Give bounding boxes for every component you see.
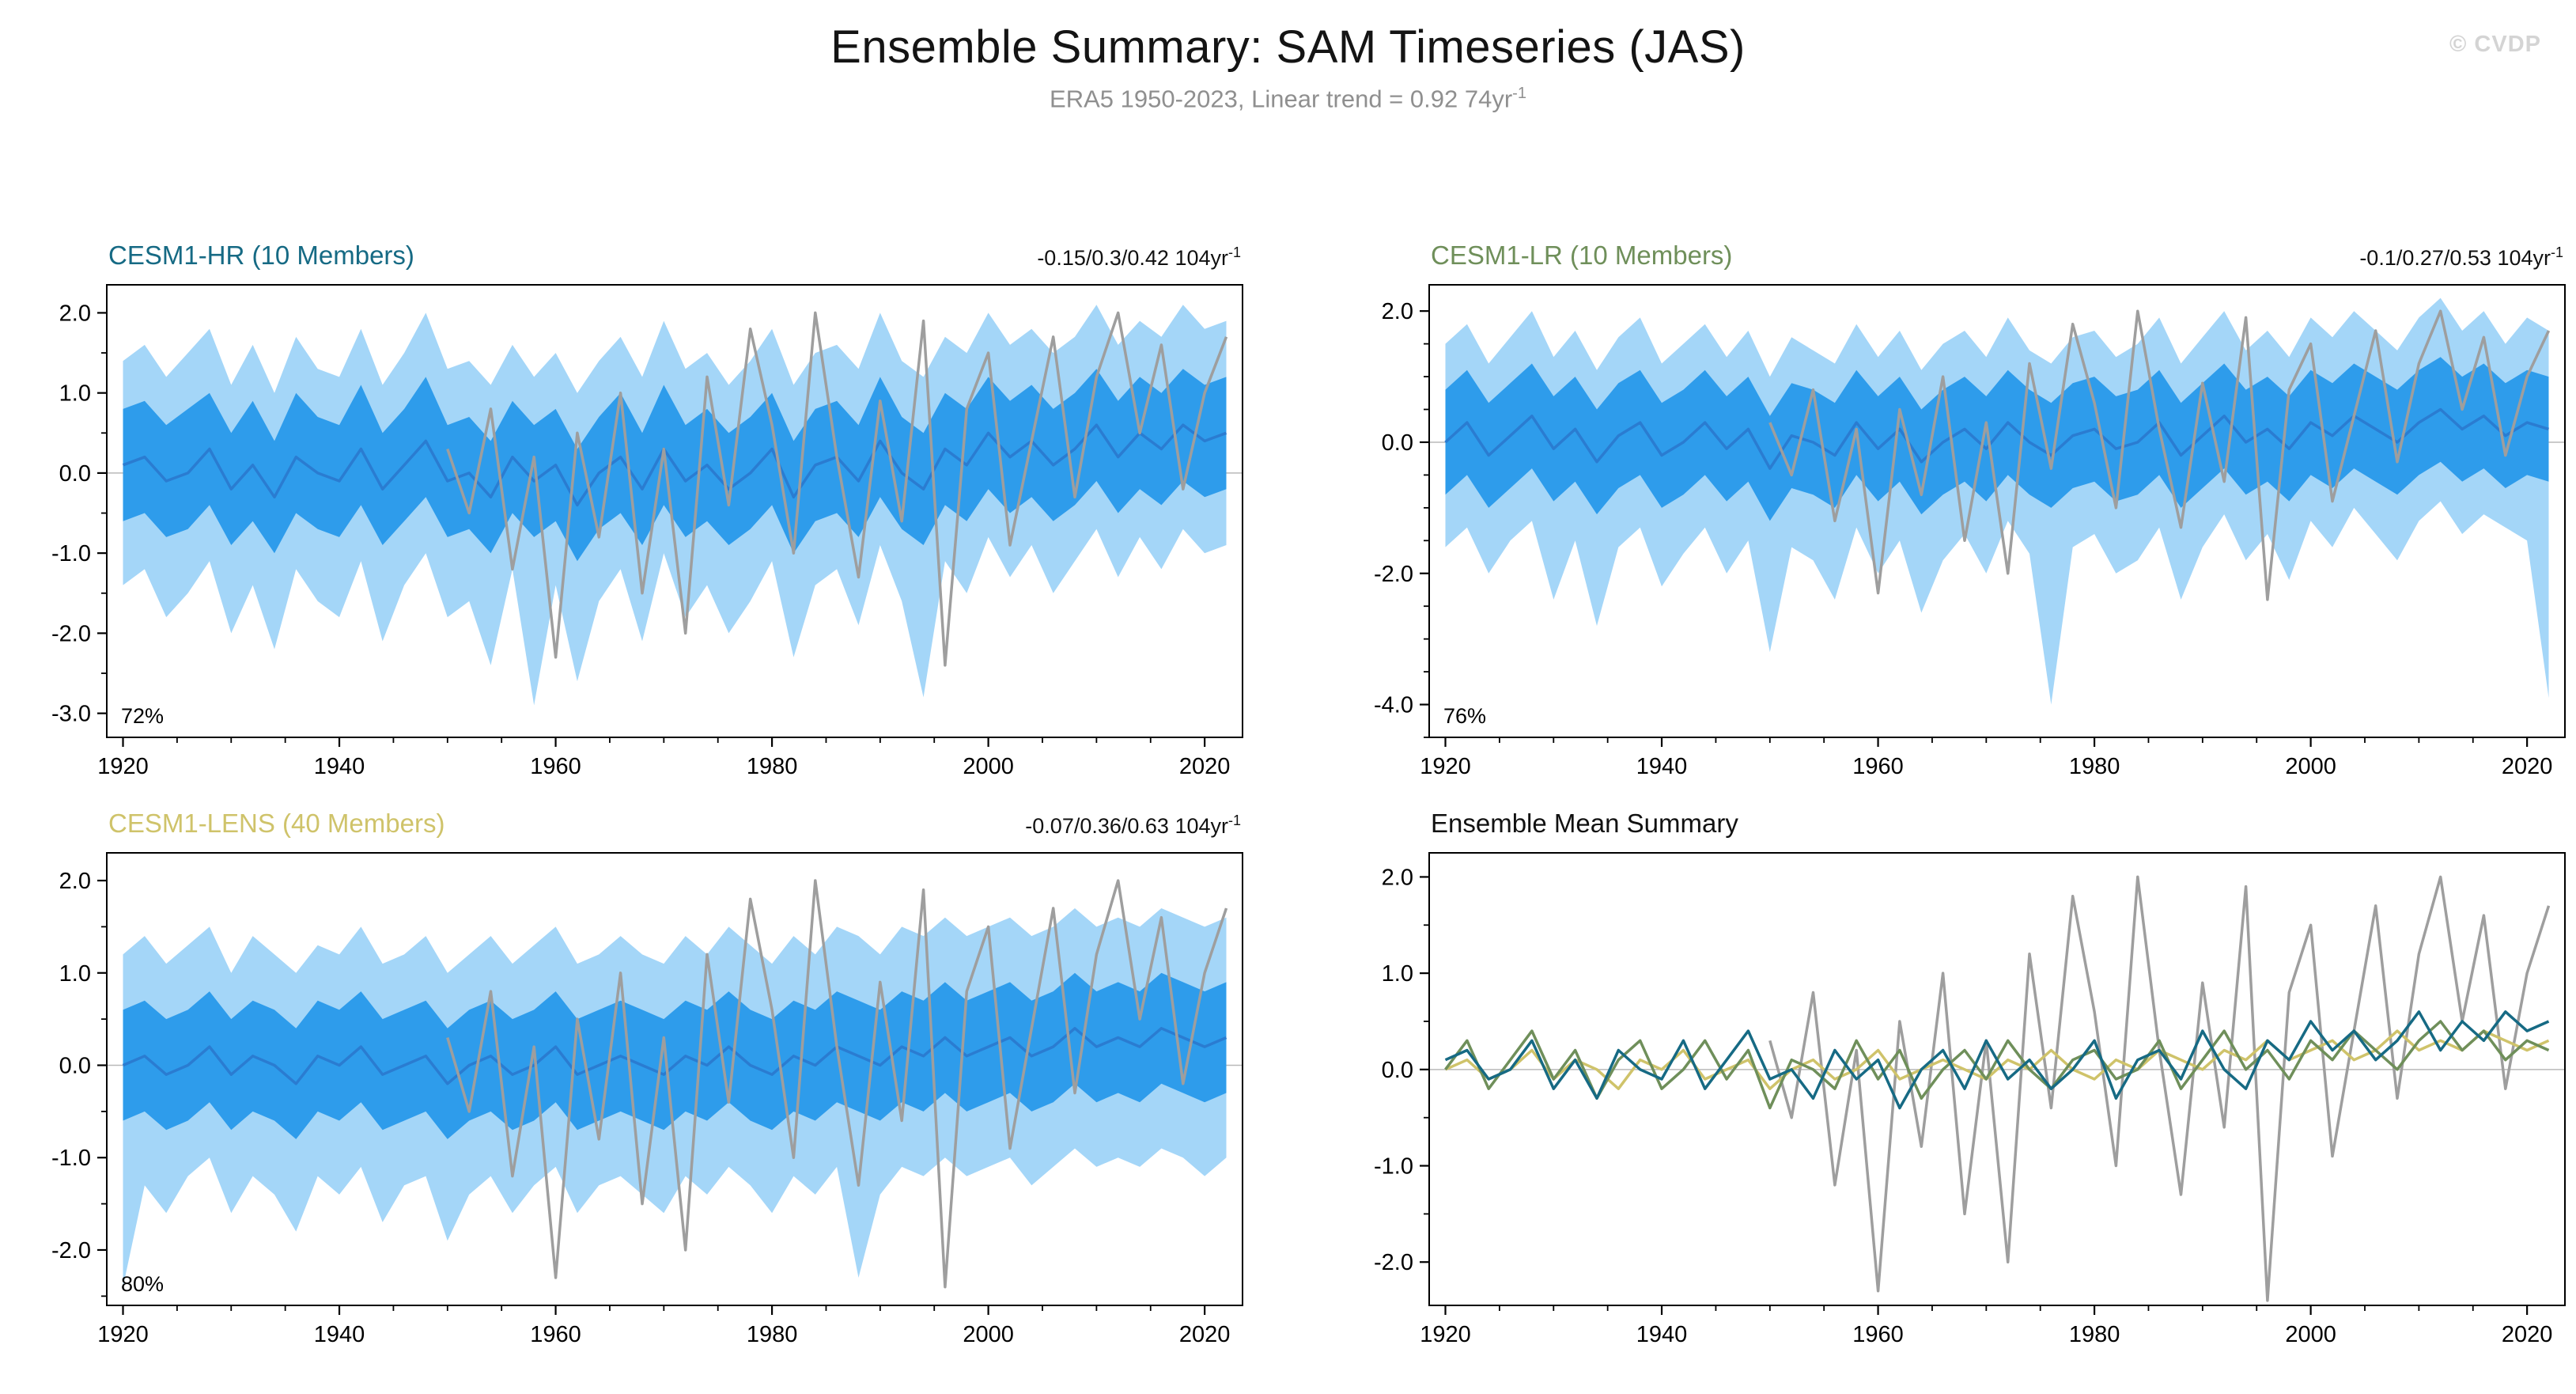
panel-cesm1-lr: CESM1-LR (10 Members) -0.1/0.27/0.53 104… — [1342, 234, 2576, 790]
subtitle-text: ERA5 1950-2023, Linear trend = 0.92 74yr — [1050, 85, 1513, 113]
chart-cesm1-lr: 1920 1940 1960 1980 2000 2020 -4.0 -2.0 0.0 2.0 76… — [1342, 275, 2576, 790]
ensemble-mean-line — [122, 423, 1227, 507]
x-tick-label: 2000 — [2285, 1322, 2336, 1347]
x-tick-label: 1960 — [530, 1322, 581, 1347]
trend-stats-superscript: -1 — [2550, 244, 2563, 260]
chart-cesm1-lens: 1920 1940 1960 1980 2000 2020 -2.0 -1.0 0.0 1.0 2.… — [20, 843, 1254, 1358]
y-tick-label: -1.0 — [1374, 1154, 1413, 1180]
y-tick-label: 2.0 — [59, 301, 91, 326]
x-tick-label: 1980 — [2069, 754, 2120, 779]
subtitle-superscript: -1 — [1512, 85, 1526, 102]
panel-header-cesm1-lr: CESM1-LR (10 Members) -0.1/0.27/0.53 104… — [1342, 234, 2576, 275]
y-tick-label: -1.0 — [51, 1146, 91, 1171]
y-tick-label: 0.0 — [59, 461, 91, 487]
ensemble-inner-envelope — [123, 972, 1227, 1139]
observed-era5-line — [1768, 875, 2551, 1302]
y-tick-label: 2.0 — [1382, 299, 1413, 324]
chart-ensemble-mean-summary: 1920 1940 1960 1980 2000 2020 -2.0 -1.0 0.0 1.0 2.… — [1342, 843, 2576, 1358]
y-tick-label: 1.0 — [59, 381, 91, 407]
x-tick-label: 1920 — [97, 1322, 149, 1347]
trend-stats-cesm1-hr: -0.15/0.3/0.42 104yr-1 — [1037, 244, 1241, 271]
y-tick-label: -3.0 — [51, 702, 91, 727]
mean-line-cesm1-hr — [1444, 1010, 2550, 1110]
y-tick-label: 0.0 — [1382, 1058, 1413, 1083]
x-tick-label: 2000 — [963, 1322, 1014, 1347]
x-tick-label: 1960 — [530, 754, 581, 779]
panel-cesm1-lens: CESM1-LENS (40 Members) -0.07/0.36/0.63 … — [20, 802, 1254, 1358]
agreement-percent-label: 72% — [121, 704, 164, 728]
y-tick-label: 2.0 — [1382, 865, 1413, 890]
y-tick-label: 1.0 — [1382, 961, 1413, 987]
observed-era5-line — [446, 879, 1228, 1289]
panel-header-cesm1-lens: CESM1-LENS (40 Members) -0.07/0.36/0.63 … — [20, 802, 1254, 843]
figure-title: Ensemble Summary: SAM Timeseries (JAS) — [830, 21, 1746, 73]
plot-frame — [1428, 284, 2566, 738]
panels-grid: CESM1-HR (10 Members) -0.15/0.3/0.42 104… — [20, 234, 2576, 1358]
plot-frame — [106, 852, 1243, 1306]
y-tick-label: -4.0 — [1374, 693, 1413, 718]
mean-line-cesm1-lens — [1444, 1029, 2550, 1090]
y-tick-label: 0.0 — [1382, 430, 1413, 456]
plot-frame — [1428, 852, 2566, 1306]
x-tick-label: 2020 — [2502, 754, 2553, 779]
x-tick-label: 1920 — [1420, 1322, 1471, 1347]
x-tick-label: 1920 — [1420, 754, 1471, 779]
trend-stats-text: -0.07/0.36/0.63 104yr — [1025, 814, 1228, 838]
observed-era5-line — [1768, 309, 2551, 601]
panel-cesm1-hr: CESM1-HR (10 Members) -0.15/0.3/0.42 104… — [20, 234, 1254, 790]
ensemble-inner-envelope — [1445, 357, 2549, 521]
x-tick-label: 1960 — [1852, 754, 1904, 779]
x-tick-label: 2020 — [2502, 1322, 2553, 1347]
y-tick-label: -1.0 — [51, 541, 91, 566]
x-tick-label: 1940 — [1636, 1322, 1688, 1347]
y-tick-label: 2.0 — [59, 869, 91, 894]
x-tick-label: 1940 — [314, 1322, 365, 1347]
chart-cesm1-hr: 1920 1940 1960 1980 2000 2020 -3.0 -2.0 -1.0 0.0 1… — [20, 275, 1254, 790]
panel-header-cesm1-hr: CESM1-HR (10 Members) -0.15/0.3/0.42 104… — [20, 234, 1254, 275]
panel-title-cesm1-lens: CESM1-LENS (40 Members) — [108, 809, 445, 838]
trend-stats-text: -0.15/0.3/0.42 104yr — [1037, 246, 1228, 270]
ensemble-mean-line — [122, 1027, 1227, 1085]
y-tick-label: 1.0 — [59, 961, 91, 987]
x-tick-label: 2000 — [2285, 754, 2336, 779]
trend-stats-cesm1-lr: -0.1/0.27/0.53 104yr-1 — [2359, 244, 2563, 271]
trend-stats-text: -0.1/0.27/0.53 104yr — [2359, 246, 2551, 270]
x-tick-label: 2000 — [963, 754, 1014, 779]
trend-stats-superscript: -1 — [1227, 244, 1241, 260]
x-tick-label: 2020 — [1179, 754, 1231, 779]
x-tick-label: 2020 — [1179, 1322, 1231, 1347]
y-tick-label: -2.0 — [51, 621, 91, 646]
x-tick-label: 1960 — [1852, 1322, 1904, 1347]
timeseries-plot: 1920 1940 1960 1980 2000 2020 -2.0 -1.0 0.0 1.0 2.… — [51, 852, 1243, 1347]
timeseries-plot: 1920 1940 1960 1980 2000 2020 -3.0 -2.0 -1.0 0.0 1… — [51, 284, 1243, 779]
x-tick-label: 1920 — [97, 754, 149, 779]
y-tick-label: -2.0 — [51, 1238, 91, 1263]
timeseries-plot: 1920 1940 1960 1980 2000 2020 -2.0 -1.0 0.0 1.0 2.… — [1374, 852, 2566, 1347]
ensemble-mean-line — [1444, 407, 2550, 470]
figure-subtitle: ERA5 1950-2023, Linear trend = 0.92 74yr… — [0, 85, 2576, 113]
x-tick-label: 1940 — [1636, 754, 1688, 779]
agreement-percent-label: 80% — [121, 1272, 164, 1296]
panel-ensemble-mean-summary: Ensemble Mean Summary 1920 1940 1960 1980 20… — [1342, 802, 2576, 1358]
x-tick-label: 1980 — [747, 1322, 798, 1347]
timeseries-plot: 1920 1940 1960 1980 2000 2020 -4.0 -2.0 0.0 2.0 76… — [1374, 284, 2566, 779]
panel-header-ensemble-mean-summary: Ensemble Mean Summary — [1342, 802, 2576, 843]
y-tick-label: 0.0 — [59, 1053, 91, 1078]
trend-stats-superscript: -1 — [1227, 813, 1241, 828]
panel-title-cesm1-hr: CESM1-HR (10 Members) — [108, 241, 414, 270]
observed-era5-line — [446, 311, 1228, 667]
agreement-percent-label: 76% — [1443, 704, 1486, 728]
x-tick-label: 1980 — [2069, 1322, 2120, 1347]
plot-frame — [106, 284, 1243, 738]
panel-title-ensemble-mean-summary: Ensemble Mean Summary — [1431, 809, 1738, 838]
cvdp-watermark: © CVDP — [2449, 32, 2541, 57]
y-tick-label: -2.0 — [1374, 1250, 1413, 1275]
y-tick-label: -2.0 — [1374, 562, 1413, 587]
panel-title-cesm1-lr: CESM1-LR (10 Members) — [1431, 241, 1733, 270]
x-tick-label: 1980 — [747, 754, 798, 779]
trend-stats-cesm1-lens: -0.07/0.36/0.63 104yr-1 — [1025, 813, 1241, 839]
x-tick-label: 1940 — [314, 754, 365, 779]
